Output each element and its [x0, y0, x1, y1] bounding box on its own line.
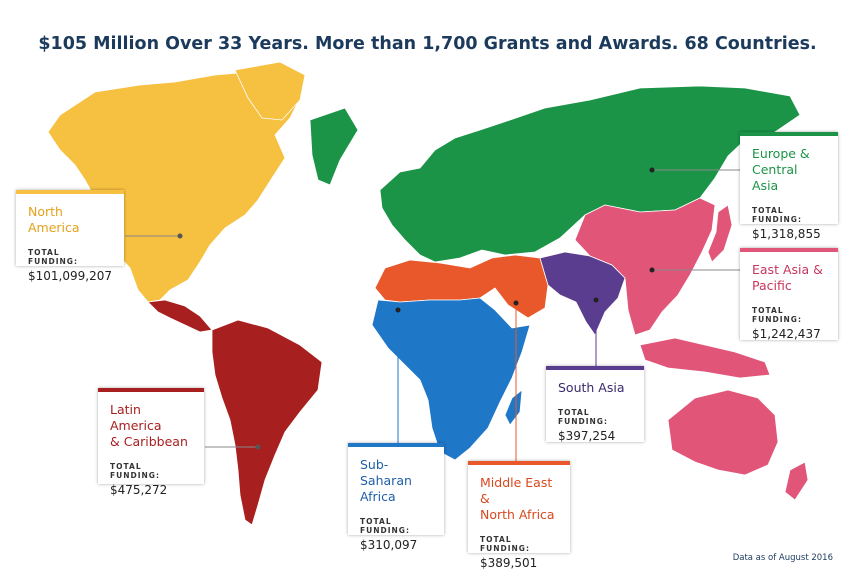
- region-madagascar[interactable]: [504, 389, 523, 426]
- funding-value: $1,242,437: [752, 327, 821, 341]
- region-name: Europe & Central Asia: [752, 146, 810, 193]
- region-name: Sub-Saharan Africa: [360, 457, 412, 504]
- region-name: Middle East & North Africa: [480, 475, 555, 522]
- label-north-america: North America TOTAL FUNDING: $101,099,20…: [16, 190, 124, 283]
- region-australia[interactable]: [667, 389, 779, 476]
- funding-label: TOTAL FUNDING:: [360, 517, 410, 535]
- region-name: North America: [28, 204, 80, 235]
- region-central-america[interactable]: [147, 299, 213, 333]
- region-europe-central-asia[interactable]: [379, 85, 801, 263]
- label-mena: Middle East & North Africa TOTAL FUNDING…: [468, 461, 570, 570]
- region-scandinavia[interactable]: [309, 107, 359, 186]
- region-name: East Asia & Pacific: [752, 262, 823, 293]
- label-east-asia-pacific: East Asia & Pacific TOTAL FUNDING: $1,24…: [740, 248, 838, 341]
- label-latin-america: Latin America & Caribbean TOTAL FUNDING:…: [98, 388, 204, 497]
- region-greenland[interactable]: [234, 61, 306, 121]
- region-sub-saharan-africa[interactable]: [371, 297, 531, 461]
- footnote: Data as of August 2016: [732, 553, 833, 563]
- connector-lines: [125, 167, 740, 462]
- page-title: $105 Million Over 33 Years. More than 1,…: [38, 34, 817, 54]
- region-name: South Asia: [558, 380, 625, 395]
- region-latin-america[interactable]: [211, 319, 323, 526]
- region-new-zealand[interactable]: [784, 461, 809, 501]
- label-south-asia: South Asia TOTAL FUNDING: $397,254: [546, 366, 644, 443]
- region-east-asia-pacific[interactable]: [574, 197, 716, 336]
- region-southeast-asia-islands[interactable]: [639, 337, 771, 379]
- region-name: Latin America & Caribbean: [110, 402, 188, 449]
- region-japan[interactable]: [707, 204, 733, 263]
- funding-label: TOTAL FUNDING:: [752, 306, 802, 324]
- label-europe-central-asia: Europe & Central Asia TOTAL FUNDING: $1,…: [740, 132, 838, 241]
- funding-value: $101,099,207: [28, 269, 112, 283]
- funding-label: TOTAL FUNDING:: [558, 408, 608, 426]
- funding-value: $1,318,855: [752, 227, 821, 241]
- funding-label: TOTAL FUNDING:: [480, 535, 530, 553]
- funding-value: $475,272: [110, 483, 168, 497]
- label-sub-saharan-africa: Sub-Saharan Africa TOTAL FUNDING: $310,0…: [348, 443, 444, 552]
- funding-value: $310,097: [360, 538, 418, 552]
- funding-label: TOTAL FUNDING:: [28, 248, 78, 266]
- funding-value: $389,501: [480, 556, 538, 570]
- funding-value: $397,254: [558, 429, 616, 443]
- funding-label: TOTAL FUNDING:: [110, 462, 160, 480]
- funding-label: TOTAL FUNDING:: [752, 206, 802, 224]
